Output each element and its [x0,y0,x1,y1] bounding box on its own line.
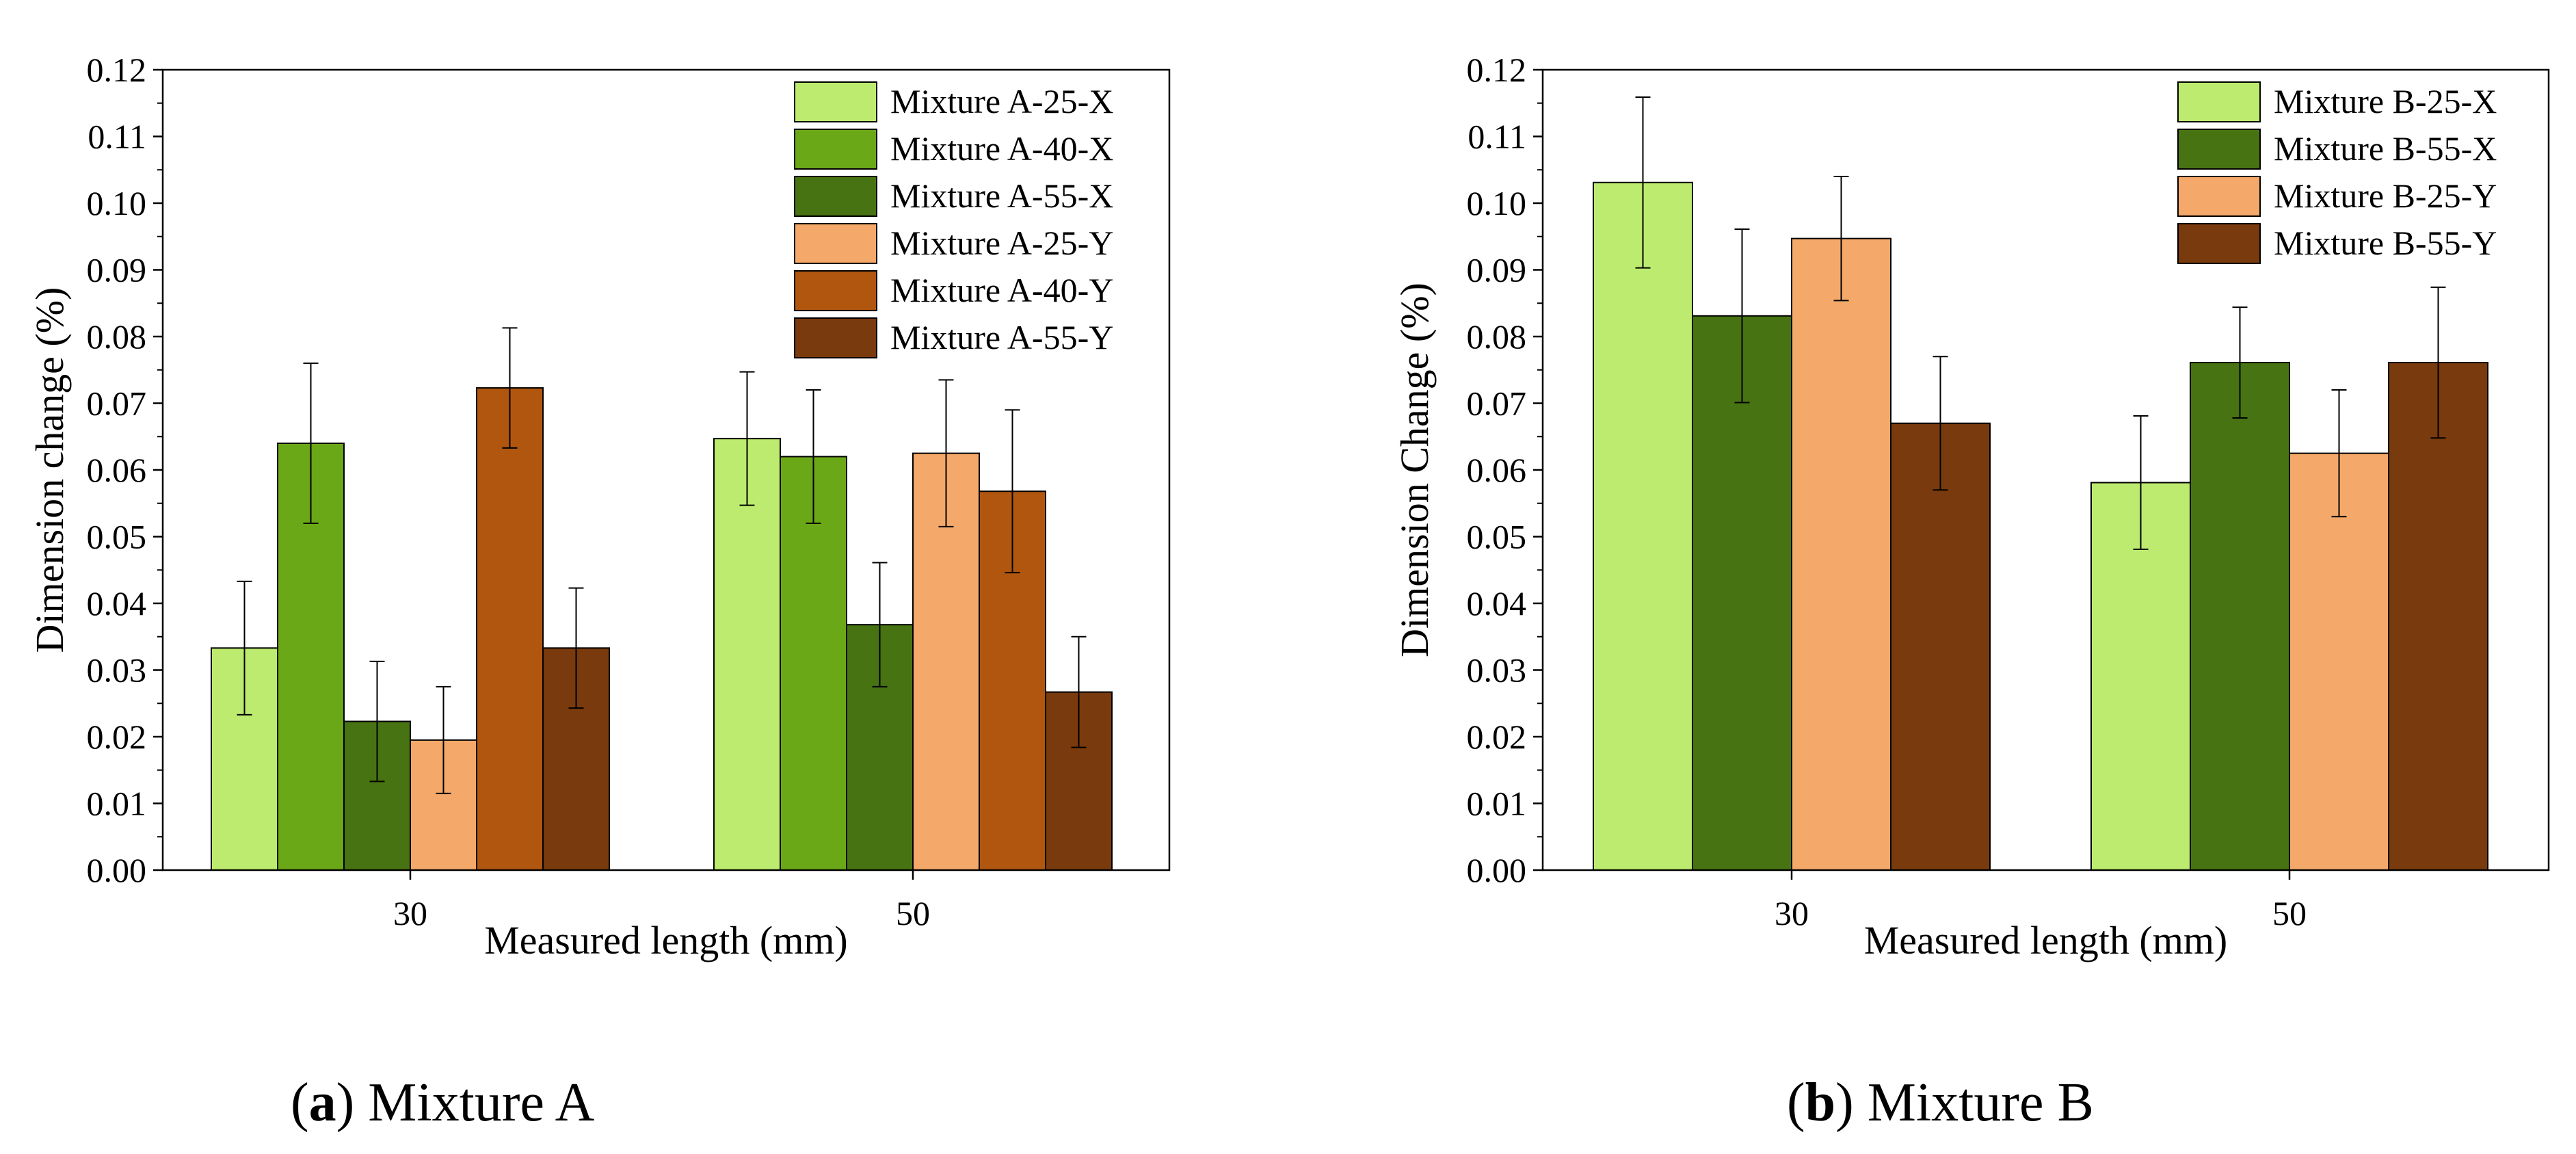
x-tick-label: 30 [1775,894,1809,932]
legend-swatch [2177,81,2261,122]
y-tick-label: 0.01 [1467,785,1527,823]
legend-label: Mixture B-55-X [2274,129,2497,168]
y-tick-label: 0.01 [87,785,147,823]
y-axis-title: Dimension Change (%) [1392,283,1437,657]
bar [2190,362,2290,871]
caption-b-text: Mixture B [1854,1073,2094,1133]
y-tick-label: 0.09 [1467,251,1527,289]
x-tick-label: 50 [896,894,930,932]
x-axis-title: Measured length (mm) [484,918,848,962]
caption-mixture-b: (b) Mixture B [1787,1073,2094,1133]
y-tick-label: 0.04 [1467,584,1527,622]
y-tick-label: 0.05 [1467,518,1527,556]
bar [1791,237,1891,871]
caption-b-letter: b [1805,1073,1836,1133]
legend-label: Mixture A-40-Y [890,271,1113,309]
y-tick-label: 0.10 [1467,184,1527,222]
legend-label: Mixture A-55-Y [890,318,1113,356]
legend-swatch [794,317,877,358]
legend-label: Mixture B-55-Y [2274,224,2497,262]
y-tick-label: 0.00 [87,851,147,889]
y-tick-label: 0.11 [88,118,146,156]
legend-label: Mixture A-55-X [890,176,1113,215]
legend-swatch [794,270,877,311]
y-tick-label: 0.07 [1467,384,1527,423]
caption-a-text: Mixture A [354,1073,594,1133]
y-tick-label: 0.12 [1467,51,1527,89]
y-tick-label: 0.07 [87,384,147,423]
caption-mixture-a: (a) Mixture A [291,1073,595,1133]
y-tick-label: 0.08 [1467,317,1527,356]
legend-swatch [2177,176,2261,217]
legend-swatch [2177,223,2261,264]
legend-swatch [794,223,877,264]
legend-swatch [794,81,877,122]
caption-a-letter: a [309,1073,336,1133]
y-axis-title: Dimension change (%) [27,287,72,653]
y-tick-label: 0.05 [87,518,147,556]
y-tick-label: 0.00 [1467,851,1527,889]
y-tick-label: 0.10 [87,184,147,222]
legend-label: Mixture A-40-X [890,129,1113,168]
y-tick-label: 0.11 [1468,118,1526,156]
bar [2388,362,2488,871]
bar [2289,452,2389,871]
y-tick-label: 0.09 [87,251,147,289]
x-axis-title: Measured length (mm) [1864,918,2228,962]
y-tick-label: 0.08 [87,317,147,356]
y-tick-label: 0.03 [1467,651,1527,690]
legend-swatch [794,129,877,170]
y-tick-label: 0.02 [87,718,147,756]
y-tick-label: 0.03 [87,651,147,690]
bar [1593,181,1693,871]
legend-label: Mixture B-25-X [2274,82,2497,120]
y-tick-label: 0.06 [87,451,147,489]
y-tick-label: 0.06 [1467,451,1527,489]
x-tick-label: 50 [2272,894,2307,932]
chart-mixture-a: 0.00 0.01 0.02 0.03 0.04 0.05 0.06 0.07 0.08 0.09… [27,51,1171,962]
bar [1692,315,1792,871]
y-tick-label: 0.02 [1467,718,1527,756]
legend-label: Mixture A-25-X [890,82,1113,120]
chart-mixture-b: 0.00 0.01 0.02 0.03 0.04 0.05 0.06 0.07 0.08 0.09… [1392,51,2550,962]
legend-label: Mixture A-25-Y [890,224,1113,262]
legend-swatch [794,176,877,217]
x-tick-label: 30 [393,894,427,932]
bar [476,387,544,871]
legend-swatch [2177,129,2261,170]
y-tick-label: 0.04 [87,584,147,622]
legend-label: Mixture B-25-Y [2274,176,2497,215]
y-tick-label: 0.12 [87,51,147,89]
